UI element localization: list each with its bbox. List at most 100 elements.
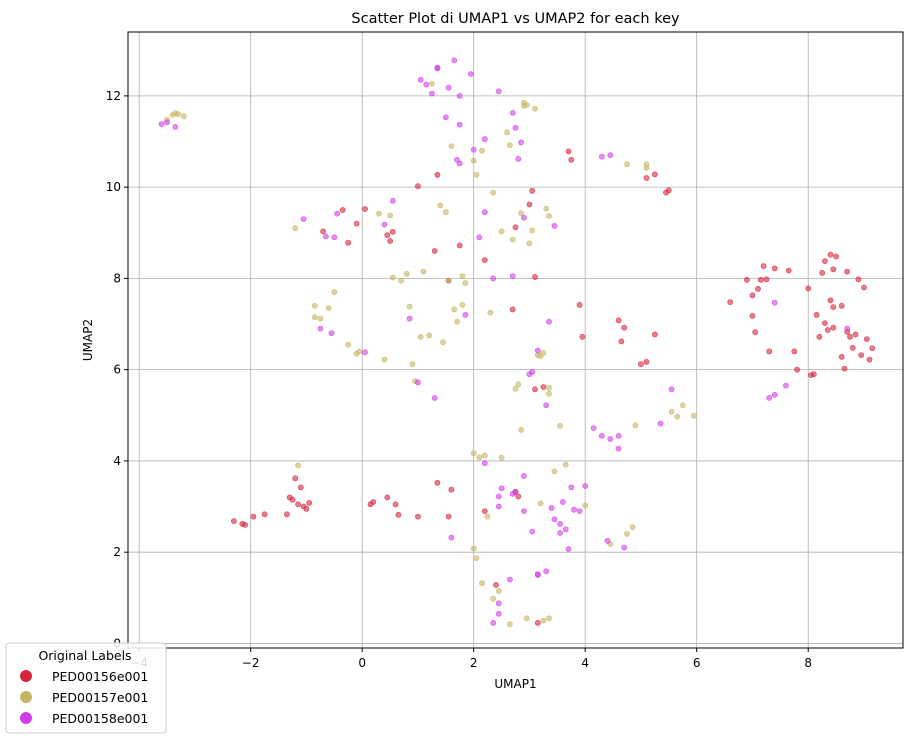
scatter-point — [506, 621, 513, 628]
scatter-point — [621, 544, 628, 551]
scatter-point — [406, 303, 413, 310]
scatter-point — [607, 152, 614, 159]
scatter-point — [551, 516, 558, 523]
legend: Original Labels PED00156e001 PED00157e001… — [5, 642, 167, 734]
scatter-point — [292, 475, 299, 482]
scatter-point — [451, 57, 458, 64]
scatter-point — [493, 582, 499, 588]
legend-label: PED00158e001 — [52, 711, 148, 726]
y-tick-label: 10 — [106, 180, 121, 194]
scatter-point — [392, 501, 399, 508]
scatter-point — [534, 347, 541, 354]
scatter-point — [638, 361, 644, 368]
scatter-point — [504, 129, 510, 136]
scatter-point — [727, 299, 734, 305]
scatter-point — [518, 210, 524, 216]
scatter-point — [353, 220, 360, 227]
scatter-point — [615, 432, 622, 439]
scatter-point — [487, 309, 494, 316]
scatter-point — [618, 338, 625, 345]
scatter-point — [490, 620, 497, 626]
scatter-point — [766, 394, 773, 401]
y-tick-label: 4 — [113, 454, 121, 468]
scatter-point — [540, 349, 547, 356]
scatter-point — [546, 384, 552, 391]
scatter-point — [643, 175, 650, 181]
legend-label: PED00156e001 — [52, 669, 148, 684]
scatter-point — [537, 500, 544, 507]
scatter-point — [470, 450, 477, 457]
scatter-point — [283, 511, 290, 518]
x-tick-label: 4 — [581, 656, 589, 670]
scatter-point — [481, 452, 488, 459]
scatter-point — [512, 124, 519, 131]
scatter-point — [571, 506, 577, 513]
scatter-point — [311, 314, 318, 321]
scatter-point — [674, 413, 681, 420]
scatter-point — [481, 209, 488, 216]
scatter-point — [300, 216, 307, 222]
scatter-point — [771, 265, 778, 272]
scatter-point — [509, 273, 516, 279]
x-axis-label: UMAP1 — [494, 677, 536, 691]
scatter-points — [158, 57, 876, 628]
scatter-point — [320, 228, 326, 235]
x-tick-label: 2 — [470, 656, 478, 670]
scatter-point — [579, 333, 586, 340]
legend-label: PED00157e001 — [52, 690, 148, 705]
scatter-point — [454, 318, 460, 325]
scatter-point — [657, 420, 664, 427]
scatter-point — [624, 161, 630, 168]
scatter-point — [629, 524, 636, 530]
scatter-point — [389, 197, 396, 204]
scatter-point — [557, 422, 563, 429]
scatter-point — [763, 276, 770, 283]
legend-marker — [20, 670, 32, 682]
scatter-point — [838, 302, 845, 309]
scatter-point — [509, 109, 516, 116]
scatter-point — [414, 513, 421, 520]
scatter-point — [345, 341, 352, 348]
scatter-point — [295, 462, 301, 469]
scatter-point — [576, 301, 583, 308]
scatter-point — [356, 348, 363, 355]
scatter-point — [506, 142, 513, 149]
scatter-point — [476, 234, 483, 241]
scatter-point — [414, 183, 421, 190]
scatter-point — [863, 336, 870, 342]
scatter-point — [565, 148, 572, 155]
scatter-point — [551, 222, 558, 229]
x-tick-label: 6 — [693, 656, 701, 670]
scatter-point — [794, 366, 800, 373]
scatter-point — [805, 285, 812, 292]
scatter-point — [607, 436, 614, 442]
scatter-point — [543, 568, 550, 575]
scatter-point — [495, 588, 502, 594]
scatter-point — [822, 320, 828, 326]
legend-title: Original Labels — [38, 648, 131, 663]
scatter-point — [434, 479, 441, 486]
scatter-point — [744, 276, 750, 283]
scatter-point — [509, 306, 516, 313]
scatter-point — [462, 280, 469, 286]
scatter-point — [456, 160, 463, 167]
scatter-point — [470, 545, 477, 552]
scatter-point — [442, 209, 449, 216]
scatter-point — [515, 381, 522, 388]
scatter-point — [543, 205, 550, 212]
chart-title: Scatter Plot di UMAP1 vs UMAP2 for each … — [351, 11, 680, 27]
scatter-point — [417, 333, 424, 340]
scatter-point — [322, 233, 329, 240]
scatter-point — [481, 460, 488, 467]
scatter-point — [331, 234, 338, 241]
scatter-point — [479, 580, 485, 587]
scatter-point — [426, 332, 432, 339]
scatter-point — [328, 330, 335, 337]
scatter-point — [855, 276, 862, 283]
scatter-point — [543, 402, 550, 409]
scatter-point — [830, 266, 837, 273]
scatter-point — [451, 306, 458, 313]
scatter-point — [490, 275, 497, 282]
scatter-point — [289, 496, 296, 503]
